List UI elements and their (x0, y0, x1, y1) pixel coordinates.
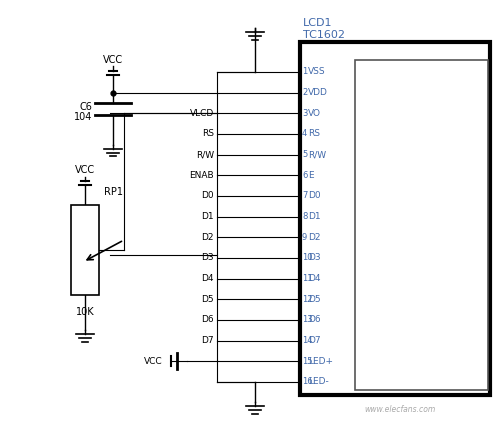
Text: 16: 16 (302, 377, 312, 387)
Text: 2: 2 (302, 88, 307, 97)
Text: RS: RS (308, 129, 320, 138)
Text: 104: 104 (74, 112, 92, 122)
Text: TC1602: TC1602 (303, 30, 345, 40)
Text: D0: D0 (308, 192, 321, 201)
Text: 6: 6 (302, 171, 307, 180)
Text: 8: 8 (302, 212, 307, 221)
Bar (71, 205, 99, 295)
Text: LCD1: LCD1 (303, 18, 333, 28)
Text: R/W: R/W (196, 150, 214, 159)
Bar (355, 60, 488, 390)
Text: RS: RS (202, 129, 214, 138)
Text: D7: D7 (308, 336, 321, 345)
Text: ENAB: ENAB (190, 171, 214, 180)
Bar (300, 42, 490, 395)
Text: 11: 11 (302, 274, 312, 283)
Text: 14: 14 (302, 336, 312, 345)
Text: VCC: VCC (103, 55, 123, 65)
Text: 7: 7 (302, 192, 307, 201)
Text: 13: 13 (302, 316, 312, 324)
Text: www.elecfans.com: www.elecfans.com (364, 406, 435, 415)
Text: D6: D6 (202, 316, 214, 324)
Text: 10K: 10K (76, 307, 94, 317)
Text: VDD: VDD (308, 88, 328, 97)
Text: 4: 4 (302, 129, 307, 138)
Text: VCC: VCC (75, 165, 95, 175)
Text: C6: C6 (79, 102, 92, 112)
Text: D2: D2 (308, 233, 321, 242)
Text: D6: D6 (308, 316, 321, 324)
Text: VO: VO (308, 109, 321, 118)
Text: VCC: VCC (144, 357, 163, 366)
Text: 10: 10 (302, 253, 312, 263)
Text: D1: D1 (202, 212, 214, 221)
Text: 5: 5 (302, 150, 307, 159)
Text: D4: D4 (202, 274, 214, 283)
Text: VSS: VSS (308, 68, 326, 77)
Text: LED-: LED- (308, 377, 329, 387)
Text: D0: D0 (202, 192, 214, 201)
Text: D4: D4 (308, 274, 321, 283)
Text: RP1: RP1 (104, 187, 123, 197)
Text: R/W: R/W (308, 150, 326, 159)
Text: LED+: LED+ (308, 357, 333, 366)
Text: D7: D7 (202, 336, 214, 345)
Text: D3: D3 (202, 253, 214, 263)
Text: D3: D3 (308, 253, 321, 263)
Text: 1: 1 (302, 68, 307, 77)
Text: VLCD: VLCD (190, 109, 214, 118)
Text: D1: D1 (308, 212, 321, 221)
Text: D2: D2 (202, 233, 214, 242)
Text: D5: D5 (202, 295, 214, 304)
Text: E: E (308, 171, 313, 180)
Text: 12: 12 (302, 295, 312, 304)
Text: 3: 3 (302, 109, 307, 118)
Text: 15: 15 (302, 357, 312, 366)
Text: 9: 9 (302, 233, 307, 242)
Text: D5: D5 (308, 295, 321, 304)
